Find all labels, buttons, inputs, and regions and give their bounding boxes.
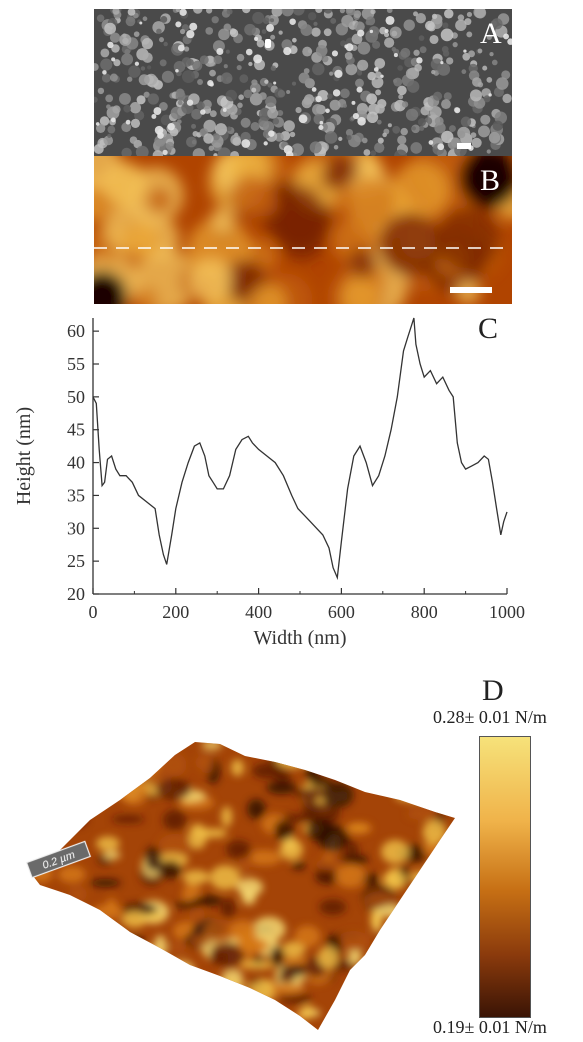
y-tick-label: 55 xyxy=(67,354,85,374)
x-tick-label: 200 xyxy=(162,602,189,622)
y-axis-label: Height (nm) xyxy=(13,407,35,505)
x-tick-label: 1000 xyxy=(489,602,525,622)
modulus-3d-surface: 0.2 µm xyxy=(25,742,455,1030)
x-axis-label: Width (nm) xyxy=(253,627,346,649)
panel-label-c: C xyxy=(478,312,499,345)
sem-image-panel: A xyxy=(94,9,512,156)
colorbar xyxy=(479,736,531,1018)
sem-micrograph xyxy=(94,9,512,156)
chart-series xyxy=(92,317,508,581)
y-tick-label: 25 xyxy=(67,551,85,571)
sem-scale-bar xyxy=(457,143,471,149)
x-tick-label: 800 xyxy=(411,602,438,622)
afm-scale-bar xyxy=(450,287,492,293)
y-tick-label: 45 xyxy=(67,420,85,440)
y-tick-label: 40 xyxy=(67,453,85,473)
panel-label-a: A xyxy=(480,17,502,50)
y-tick-label: 60 xyxy=(67,321,85,341)
colorbar-max-label: 0.28± 0.01 N/m xyxy=(433,707,547,727)
height-profile-panel: 20 25 30 35 40 45 50 55 60 0 200 400 600 800 1000 Widt… xyxy=(0,310,583,660)
y-tick-label: 20 xyxy=(67,584,85,604)
x-tick-label: 0 xyxy=(89,602,98,622)
panel-label-b: B xyxy=(480,164,501,197)
afm-topography-panel: B xyxy=(94,156,512,304)
height-profile-line xyxy=(92,317,508,581)
y-tick-label: 30 xyxy=(67,518,85,538)
modulus-3d-map-panel: 0.2 µm xyxy=(20,700,470,1035)
colorbar-min-label: 0.19± 0.01 N/m xyxy=(433,1017,547,1037)
panel-label-d: D xyxy=(482,674,504,707)
y-tick-label: 35 xyxy=(67,485,85,505)
y-tick-label: 50 xyxy=(67,387,85,407)
x-tick-label: 400 xyxy=(245,602,272,622)
x-tick-label: 600 xyxy=(328,602,355,622)
afm-topography-image xyxy=(94,156,512,304)
